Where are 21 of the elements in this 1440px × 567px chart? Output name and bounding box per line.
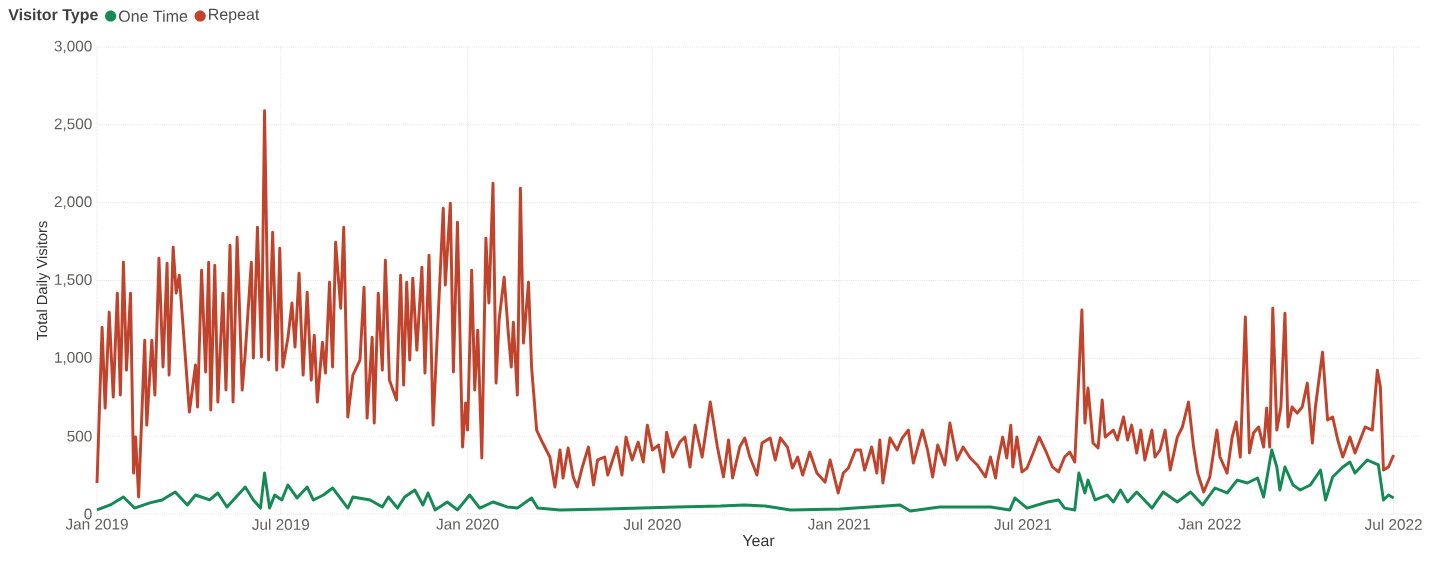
x-tick-label: Jul 2021 bbox=[994, 518, 1052, 530]
x-tick-label: Jul 2022 bbox=[1364, 518, 1422, 530]
y-tick-label: 2,000 bbox=[54, 196, 92, 209]
line-series bbox=[95, 109, 1396, 499]
x-tick-label: Jan 2022 bbox=[1178, 518, 1241, 530]
x-tick-label: Jan 2019 bbox=[65, 518, 128, 530]
x-tick-label: Jan 2021 bbox=[807, 518, 870, 530]
y-tick-label: 1,000 bbox=[55, 351, 92, 365]
legend-label: Repeat bbox=[209, 8, 260, 24]
y-tick-label: 500 bbox=[67, 430, 92, 442]
legend-label: One Time bbox=[119, 10, 188, 22]
legend-title: Visitor Type bbox=[8, 8, 98, 24]
x-tick-label: Jul 2019 bbox=[252, 518, 310, 530]
y-axis-title: Total Daily Visitors bbox=[36, 221, 51, 340]
y-tick-label: 1,500 bbox=[55, 274, 92, 287]
y-tick-label: 3,000 bbox=[54, 40, 92, 54]
y-tick-label: 0 bbox=[84, 508, 92, 520]
x-tick-label: Jul 2020 bbox=[623, 518, 681, 530]
x-axis-title: Year bbox=[742, 535, 775, 547]
x-tick-label: Jan 2020 bbox=[436, 518, 499, 530]
y-tick-label: 2,500 bbox=[54, 118, 92, 132]
